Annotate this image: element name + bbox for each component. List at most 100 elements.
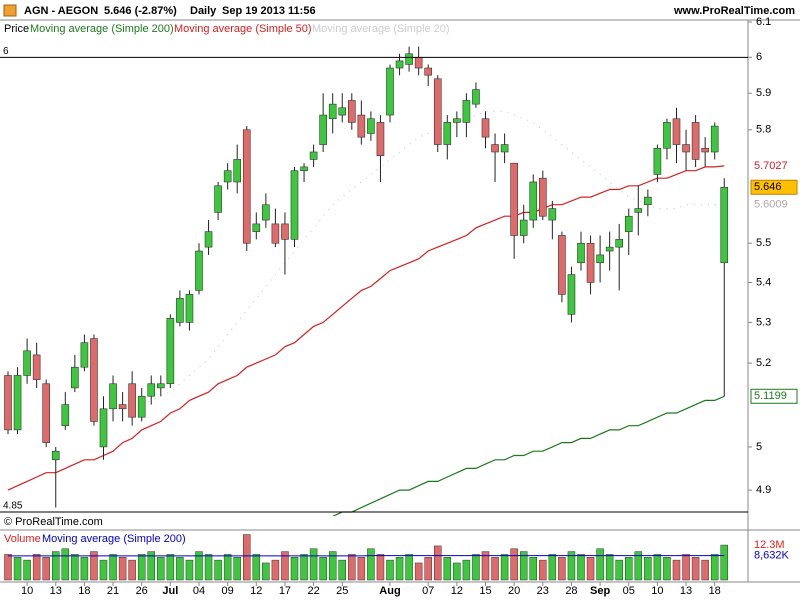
candle-body bbox=[519, 219, 528, 236]
candle-body bbox=[80, 342, 89, 368]
candle-body bbox=[634, 208, 643, 213]
y-tick-label: 4.9 bbox=[756, 484, 771, 496]
candle-body bbox=[233, 159, 241, 183]
x-tick-label: Sep bbox=[590, 585, 610, 597]
x-tick-label: 13 bbox=[680, 585, 692, 597]
candle-body bbox=[185, 294, 194, 323]
volume-bar bbox=[510, 548, 518, 581]
candle-body bbox=[338, 107, 347, 116]
volume-bar bbox=[615, 559, 623, 581]
candle-body bbox=[548, 208, 557, 221]
value-tag bbox=[750, 388, 798, 404]
candle-body bbox=[262, 204, 270, 221]
y-tick-label: 5.4 bbox=[756, 276, 771, 288]
volume-bar bbox=[128, 559, 136, 581]
volume-bar bbox=[61, 548, 70, 581]
volume-bar bbox=[42, 557, 50, 581]
candle-body bbox=[481, 118, 490, 138]
candle-body bbox=[71, 366, 79, 389]
x-tick-label: 21 bbox=[107, 585, 119, 597]
volume-bar bbox=[443, 557, 452, 581]
volume-bar bbox=[500, 554, 509, 581]
candle-body bbox=[558, 235, 566, 295]
value-tag bbox=[751, 538, 797, 553]
volume-bar bbox=[529, 557, 537, 581]
volume-bar bbox=[157, 557, 165, 581]
volume-bar bbox=[118, 557, 127, 581]
candle-body bbox=[510, 162, 518, 236]
volume-bar bbox=[71, 554, 79, 581]
x-tick-label: Aug bbox=[379, 585, 400, 597]
candle-body bbox=[529, 181, 538, 221]
volume-bar bbox=[271, 559, 280, 581]
candle-body bbox=[586, 242, 595, 283]
volume-bar bbox=[147, 551, 155, 581]
value-tag-label: 5.646 bbox=[754, 181, 782, 193]
app-icon[interactable] bbox=[3, 4, 17, 17]
candle-body bbox=[710, 125, 719, 153]
candle-body bbox=[328, 103, 337, 120]
candle-body bbox=[433, 78, 442, 145]
candle-body bbox=[32, 354, 41, 380]
volume-bar bbox=[644, 557, 652, 581]
y-tick-label: 6.1 bbox=[756, 16, 771, 28]
volume-bar bbox=[586, 557, 595, 581]
value-tag bbox=[750, 196, 798, 212]
volume-bar bbox=[281, 551, 289, 581]
volume-bar bbox=[605, 554, 614, 581]
volume-bar bbox=[80, 557, 89, 581]
candle-body bbox=[491, 144, 499, 153]
candle-body bbox=[386, 67, 394, 116]
volume-bar bbox=[319, 557, 327, 581]
volume-bar bbox=[539, 559, 547, 581]
volume-bar bbox=[176, 557, 184, 581]
period: Daily bbox=[190, 5, 217, 17]
candle-body bbox=[242, 129, 251, 244]
volume-bar bbox=[137, 554, 146, 581]
timestamp: Sep 19 2013 11:56 bbox=[222, 5, 316, 17]
legend-price: Price bbox=[4, 23, 29, 35]
volume-bar bbox=[367, 548, 375, 581]
candle-body bbox=[701, 147, 709, 153]
x-tick-label: Jul bbox=[162, 585, 178, 597]
volume-bar bbox=[472, 554, 480, 581]
candle-body bbox=[99, 408, 108, 448]
candle-body bbox=[309, 151, 318, 160]
volume-bar bbox=[634, 551, 643, 581]
candle-body bbox=[195, 250, 203, 291]
volume-bar bbox=[309, 548, 318, 581]
candle-body bbox=[720, 186, 729, 264]
copyright: © ProRealTime.com bbox=[4, 516, 103, 528]
candle-body bbox=[271, 223, 280, 244]
candle-body bbox=[691, 122, 700, 160]
legend-entry: Moving average (Simple 20) bbox=[312, 23, 450, 35]
candle-body bbox=[395, 60, 404, 69]
volume-bar bbox=[453, 562, 461, 581]
x-tick-label: 26 bbox=[136, 585, 148, 597]
volume-bar bbox=[691, 557, 700, 581]
volume-bar bbox=[710, 554, 719, 581]
volume-bar bbox=[166, 554, 175, 581]
legend-entry: Moving average (Simple 200) bbox=[30, 23, 174, 35]
candle-body bbox=[615, 239, 624, 248]
volume-bar bbox=[462, 559, 471, 581]
volume-bar bbox=[376, 554, 385, 581]
candle-body bbox=[644, 196, 652, 206]
quote: 5.646 (-2.87%) bbox=[104, 5, 177, 17]
instrument: AGN - AEGON bbox=[24, 5, 98, 17]
x-tick-label: 12 bbox=[451, 585, 463, 597]
volume-bar bbox=[558, 557, 566, 581]
candle-body bbox=[682, 144, 690, 153]
x-tick-label: 18 bbox=[709, 585, 721, 597]
x-tick-label: 12 bbox=[250, 585, 262, 597]
volume-bar bbox=[596, 548, 604, 581]
volume-bar bbox=[519, 551, 528, 581]
candle-body bbox=[223, 170, 232, 183]
candle-body bbox=[567, 274, 576, 315]
candle-body bbox=[453, 118, 461, 123]
candle-body bbox=[204, 231, 213, 248]
candle-body bbox=[61, 404, 70, 426]
volume-bar bbox=[491, 557, 499, 581]
volume-bar bbox=[290, 557, 299, 581]
